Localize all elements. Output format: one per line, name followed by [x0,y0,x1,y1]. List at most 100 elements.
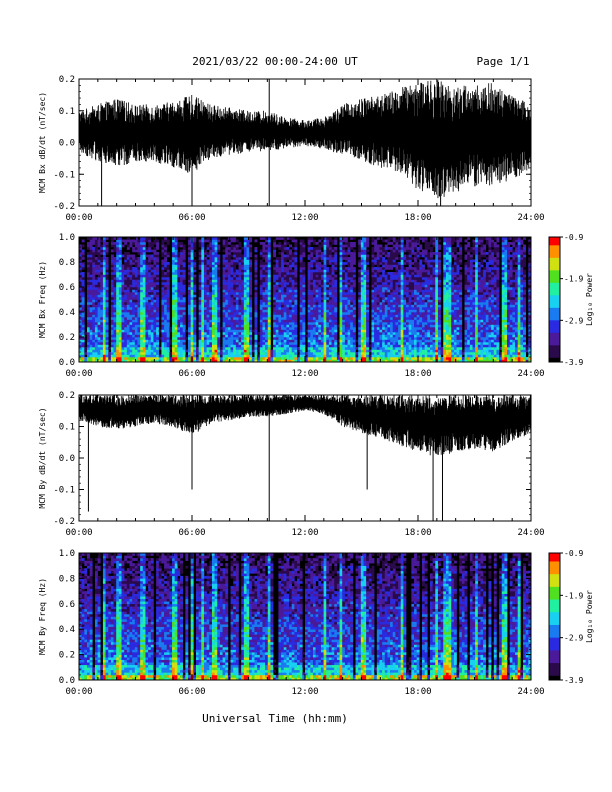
spectrogram-cell [328,274,332,278]
spectrogram-cell [150,267,154,270]
spectrogram-cell [366,342,370,345]
spectrogram-cell [158,347,162,350]
spectrogram-cell [334,254,338,258]
spectrogram-cell [366,262,370,265]
spectrogram-cell [310,357,314,360]
spectrogram-cell [283,344,287,348]
spectrogram-cell [352,272,356,275]
spectrogram-cell [281,264,285,268]
spectrogram-cell [360,249,364,253]
spectrogram-cell [352,274,356,278]
spectrogram-cell [225,259,229,263]
spectrogram-cell [307,287,311,290]
spectrogram-cell [102,294,106,298]
spectrogram-cell [214,314,218,318]
spectrogram-cell [350,342,354,345]
spectrogram-cell [140,339,144,343]
spectrogram-cell [246,359,250,363]
spectrogram-cell [352,262,356,265]
spectrogram-cell [366,257,370,260]
spectrogram-cell [360,242,364,245]
spectrogram-cell [113,249,117,253]
spectrogram-cell [116,287,120,290]
spectrogram-cell [97,294,101,298]
spectrogram-cell [259,334,263,338]
spectrogram-cell [116,342,120,345]
spectrogram-cell [326,247,330,250]
spectrogram-cell [174,272,178,275]
spectrogram-cell [379,237,383,240]
spectrogram-cell [118,347,122,350]
spectrogram-cell [105,354,109,358]
spectrogram-cell [118,299,122,303]
spectrogram-cell [156,292,160,295]
spectrogram-cell [307,242,311,245]
spectrogram-cell [286,309,290,313]
spectrogram-cell [315,309,319,313]
spectrogram-cell [116,279,120,283]
spectrogram-cell [358,247,362,250]
spectrogram-cell [84,349,88,353]
spectrogram-cell [315,297,319,300]
spectrogram-cell [86,312,90,315]
spectrogram-cell [267,249,271,253]
spectrogram-cell [259,322,263,325]
spectrogram-cell [235,272,239,275]
spectrogram-cell [209,267,213,270]
spectrogram-cell [177,299,181,303]
spectrogram-cell [350,247,354,250]
spectrogram-cell [105,249,109,253]
spectrogram-cell [352,339,356,343]
spectrogram-cell [241,259,245,263]
spectrogram-cell [294,329,298,333]
spectrogram-cell [246,257,250,260]
spectrogram-cell [310,292,314,295]
spectrogram-cell [262,347,266,350]
spectrogram-cell [273,339,277,343]
spectrogram-cell [267,359,271,363]
spectrogram-cell [190,249,194,253]
spectrogram-cell [331,267,335,270]
spectrogram-cell [94,307,98,310]
spectrogram-cell [129,304,133,308]
spectrogram-cell [310,314,314,318]
spectrogram-cell [267,302,271,305]
spectrogram-cell [164,294,168,298]
spectrogram-cell [137,282,141,285]
spectrogram-cell [315,319,319,323]
spectrogram-cell [318,309,322,313]
spectrogram-cell [188,312,191,315]
spectrogram-cell [275,354,279,358]
spectrogram-cell [238,332,242,335]
spectrogram-cell [328,262,332,265]
spectrogram-cell [328,299,332,303]
spectrogram-cell [166,242,170,245]
spectrogram-cell [254,257,258,260]
spectrogram-cell [102,332,106,335]
spectrogram-cell [150,314,154,318]
spectrogram-cell [342,354,346,358]
spectrogram-cell [137,322,141,325]
spectrogram-cell [342,274,346,278]
spectrogram-cell [180,264,183,268]
spectrogram-cell [371,319,375,323]
spectrogram-cell [190,252,194,255]
spectrogram-cell [209,279,213,283]
spectrogram-cell [203,282,207,285]
spectrogram-cell [164,342,168,345]
spectrogram-cell [294,272,298,275]
spectrogram-cell [89,264,93,268]
spectrogram-cell [124,307,128,310]
spectrogram-cell [331,242,335,245]
spectrogram-cell [336,354,340,358]
spectrogram-cell [281,279,285,283]
spectrogram-cell [262,319,266,323]
spectrogram-cell [246,294,250,298]
spectrogram-cell [89,312,93,315]
spectrogram-cell [222,324,226,328]
spectrogram-cell [310,319,314,323]
spectrogram-cell [273,334,277,338]
spectrogram-cell [302,314,306,318]
spectrogram-cell [190,317,194,320]
spectrogram-cell [89,297,93,300]
